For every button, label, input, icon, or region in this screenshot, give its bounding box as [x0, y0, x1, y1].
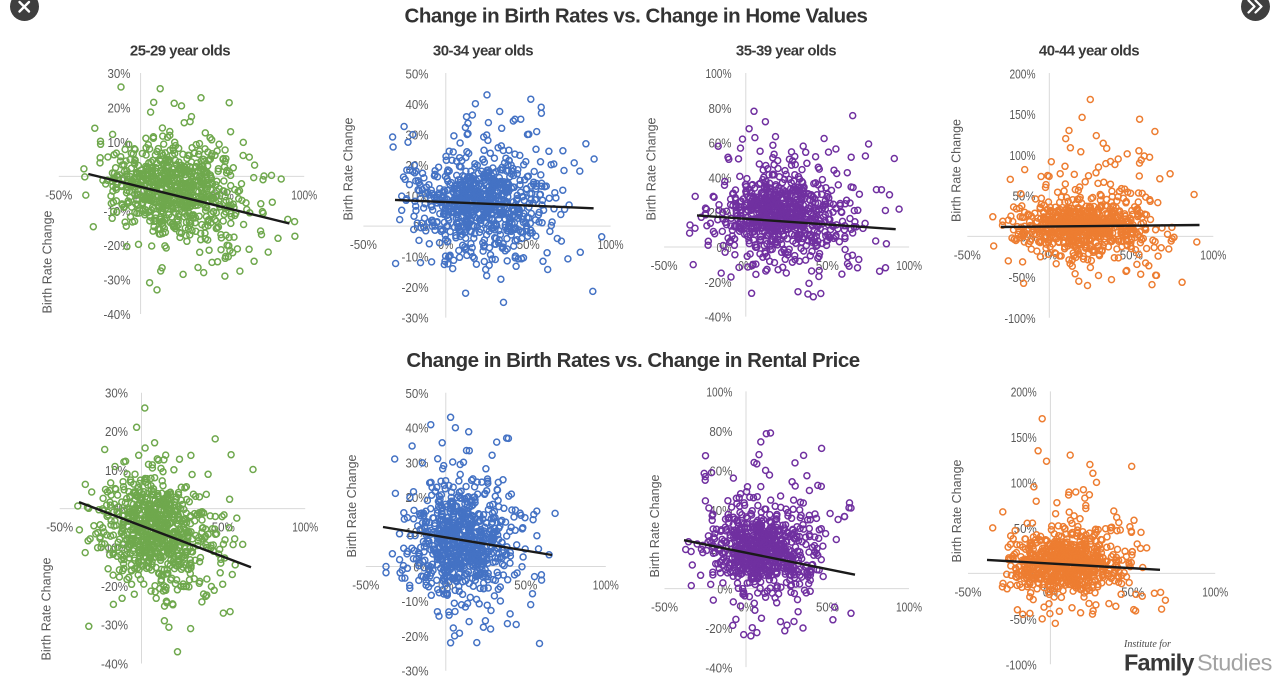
svg-text:50%: 50%	[816, 600, 839, 615]
svg-text:30%: 30%	[108, 66, 131, 81]
svg-text:-50%: -50%	[651, 600, 678, 615]
svg-text:50%: 50%	[406, 386, 429, 401]
svg-text:100%: 100%	[896, 600, 922, 615]
svg-text:-30%: -30%	[104, 273, 131, 288]
svg-text:-30%: -30%	[402, 311, 429, 326]
svg-text:30%: 30%	[406, 128, 429, 143]
svg-text:100%: 100%	[291, 187, 317, 202]
svg-text:Birth Rate Change: Birth Rate Change	[40, 557, 54, 660]
svg-text:Birth Rate Change: Birth Rate Change	[950, 119, 964, 222]
svg-text:-40%: -40%	[104, 307, 131, 322]
svg-text:-50%: -50%	[1009, 270, 1036, 285]
svg-text:-30%: -30%	[101, 618, 128, 633]
svg-text:-30%: -30%	[402, 664, 429, 679]
svg-text:100%: 100%	[706, 66, 732, 81]
svg-text:Birth Rate Change: Birth Rate Change	[345, 454, 359, 557]
svg-text:50%: 50%	[406, 67, 429, 82]
svg-text:30%: 30%	[105, 386, 128, 401]
svg-text:-40%: -40%	[101, 656, 128, 671]
svg-text:40%: 40%	[406, 97, 429, 112]
svg-text:20%: 20%	[105, 424, 128, 439]
svg-text:-50%: -50%	[46, 520, 73, 535]
svg-text:200%: 200%	[1010, 66, 1036, 81]
svg-text:-40%: -40%	[705, 310, 732, 325]
svg-text:-50%: -50%	[45, 187, 72, 202]
svg-text:Birth Rate Change: Birth Rate Change	[41, 210, 55, 313]
svg-text:-20%: -20%	[402, 280, 429, 295]
svg-text:-50%: -50%	[350, 237, 377, 252]
svg-text:50%: 50%	[1013, 189, 1036, 204]
svg-text:100%: 100%	[1200, 247, 1226, 262]
svg-text:-20%: -20%	[705, 621, 732, 636]
svg-text:-100%: -100%	[1005, 311, 1036, 326]
svg-text:40%: 40%	[709, 170, 732, 185]
svg-text:-20%: -20%	[402, 629, 429, 644]
svg-text:-50%: -50%	[651, 258, 678, 273]
svg-text:Birth Rate Change: Birth Rate Change	[648, 474, 662, 577]
svg-text:80%: 80%	[709, 101, 732, 116]
svg-text:Birth Rate Change: Birth Rate Change	[645, 117, 659, 220]
svg-text:-10%: -10%	[402, 250, 429, 265]
svg-text:100%: 100%	[593, 578, 619, 593]
svg-text:-50%: -50%	[954, 247, 981, 262]
svg-text:Birth Rate Change: Birth Rate Change	[342, 117, 356, 220]
svg-text:100%: 100%	[706, 385, 732, 400]
svg-text:-40%: -40%	[705, 660, 732, 675]
svg-text:-20%: -20%	[104, 238, 131, 253]
svg-text:100%: 100%	[1010, 148, 1036, 163]
svg-text:20%: 20%	[108, 101, 131, 116]
svg-text:150%: 150%	[1010, 107, 1036, 122]
svg-text:80%: 80%	[709, 424, 732, 439]
svg-text:-10%: -10%	[402, 594, 429, 609]
svg-text:100%: 100%	[292, 520, 318, 535]
svg-text:60%: 60%	[709, 463, 732, 478]
svg-text:100%: 100%	[896, 258, 922, 273]
svg-text:40%: 40%	[406, 421, 429, 436]
svg-text:-50%: -50%	[352, 578, 379, 593]
